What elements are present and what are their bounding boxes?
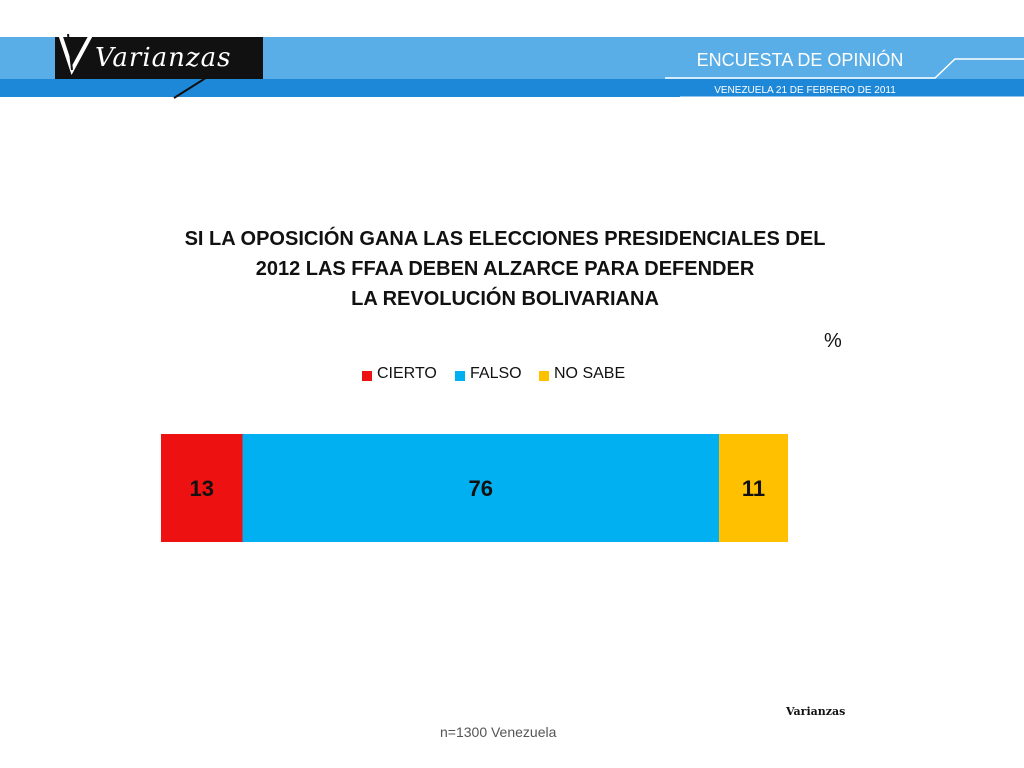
unit-label: % xyxy=(824,330,842,352)
bar-segment-cierto xyxy=(161,434,243,542)
legend-swatch-no-sabe xyxy=(539,371,549,381)
chart-title-line-3: LA REVOLUCIÓN BOLIVARIANA xyxy=(351,288,659,310)
sample-note: n=1300 Venezuela xyxy=(440,724,557,740)
source-label: Varianzas xyxy=(786,705,846,718)
survey-title: ENCUESTA DE OPINIÓN xyxy=(696,50,904,70)
legend-swatch-falso xyxy=(455,371,465,381)
data-label-falso: 76 xyxy=(469,476,493,501)
logo: Varianzas xyxy=(55,37,263,79)
legend-swatch-cierto xyxy=(362,371,372,381)
chart-title: SI LA OPOSICIÓN GANA LAS ELECCIONES PRES… xyxy=(150,224,860,314)
header-decorative-lines xyxy=(665,58,1024,98)
bar-segment-no-sabe xyxy=(719,434,788,542)
data-label-cierto: 13 xyxy=(190,476,214,501)
chart-title-line-1: SI LA OPOSICIÓN GANA LAS ELECCIONES PRES… xyxy=(184,228,826,250)
logo-v-mark xyxy=(56,21,210,99)
legend-label-falso: FALSO xyxy=(470,365,522,382)
legend-label-cierto: CIERTO xyxy=(377,365,437,382)
legend-label-no-sabe: NO SABE xyxy=(554,365,626,382)
chart-title-line-2: 2012 LAS FFAA DEBEN ALZARCE PARA DEFENDE… xyxy=(255,258,755,280)
logo-text: Varianzas xyxy=(95,43,232,73)
header-band-dark xyxy=(0,79,1024,97)
stacked-bar-chart: 13 76 11 xyxy=(161,434,788,542)
survey-date: VENEZUELA 21 DE FEBRERO DE 2011 xyxy=(714,85,896,96)
bar-segment-falso xyxy=(242,434,720,542)
data-label-no-sabe: 11 xyxy=(742,476,765,501)
